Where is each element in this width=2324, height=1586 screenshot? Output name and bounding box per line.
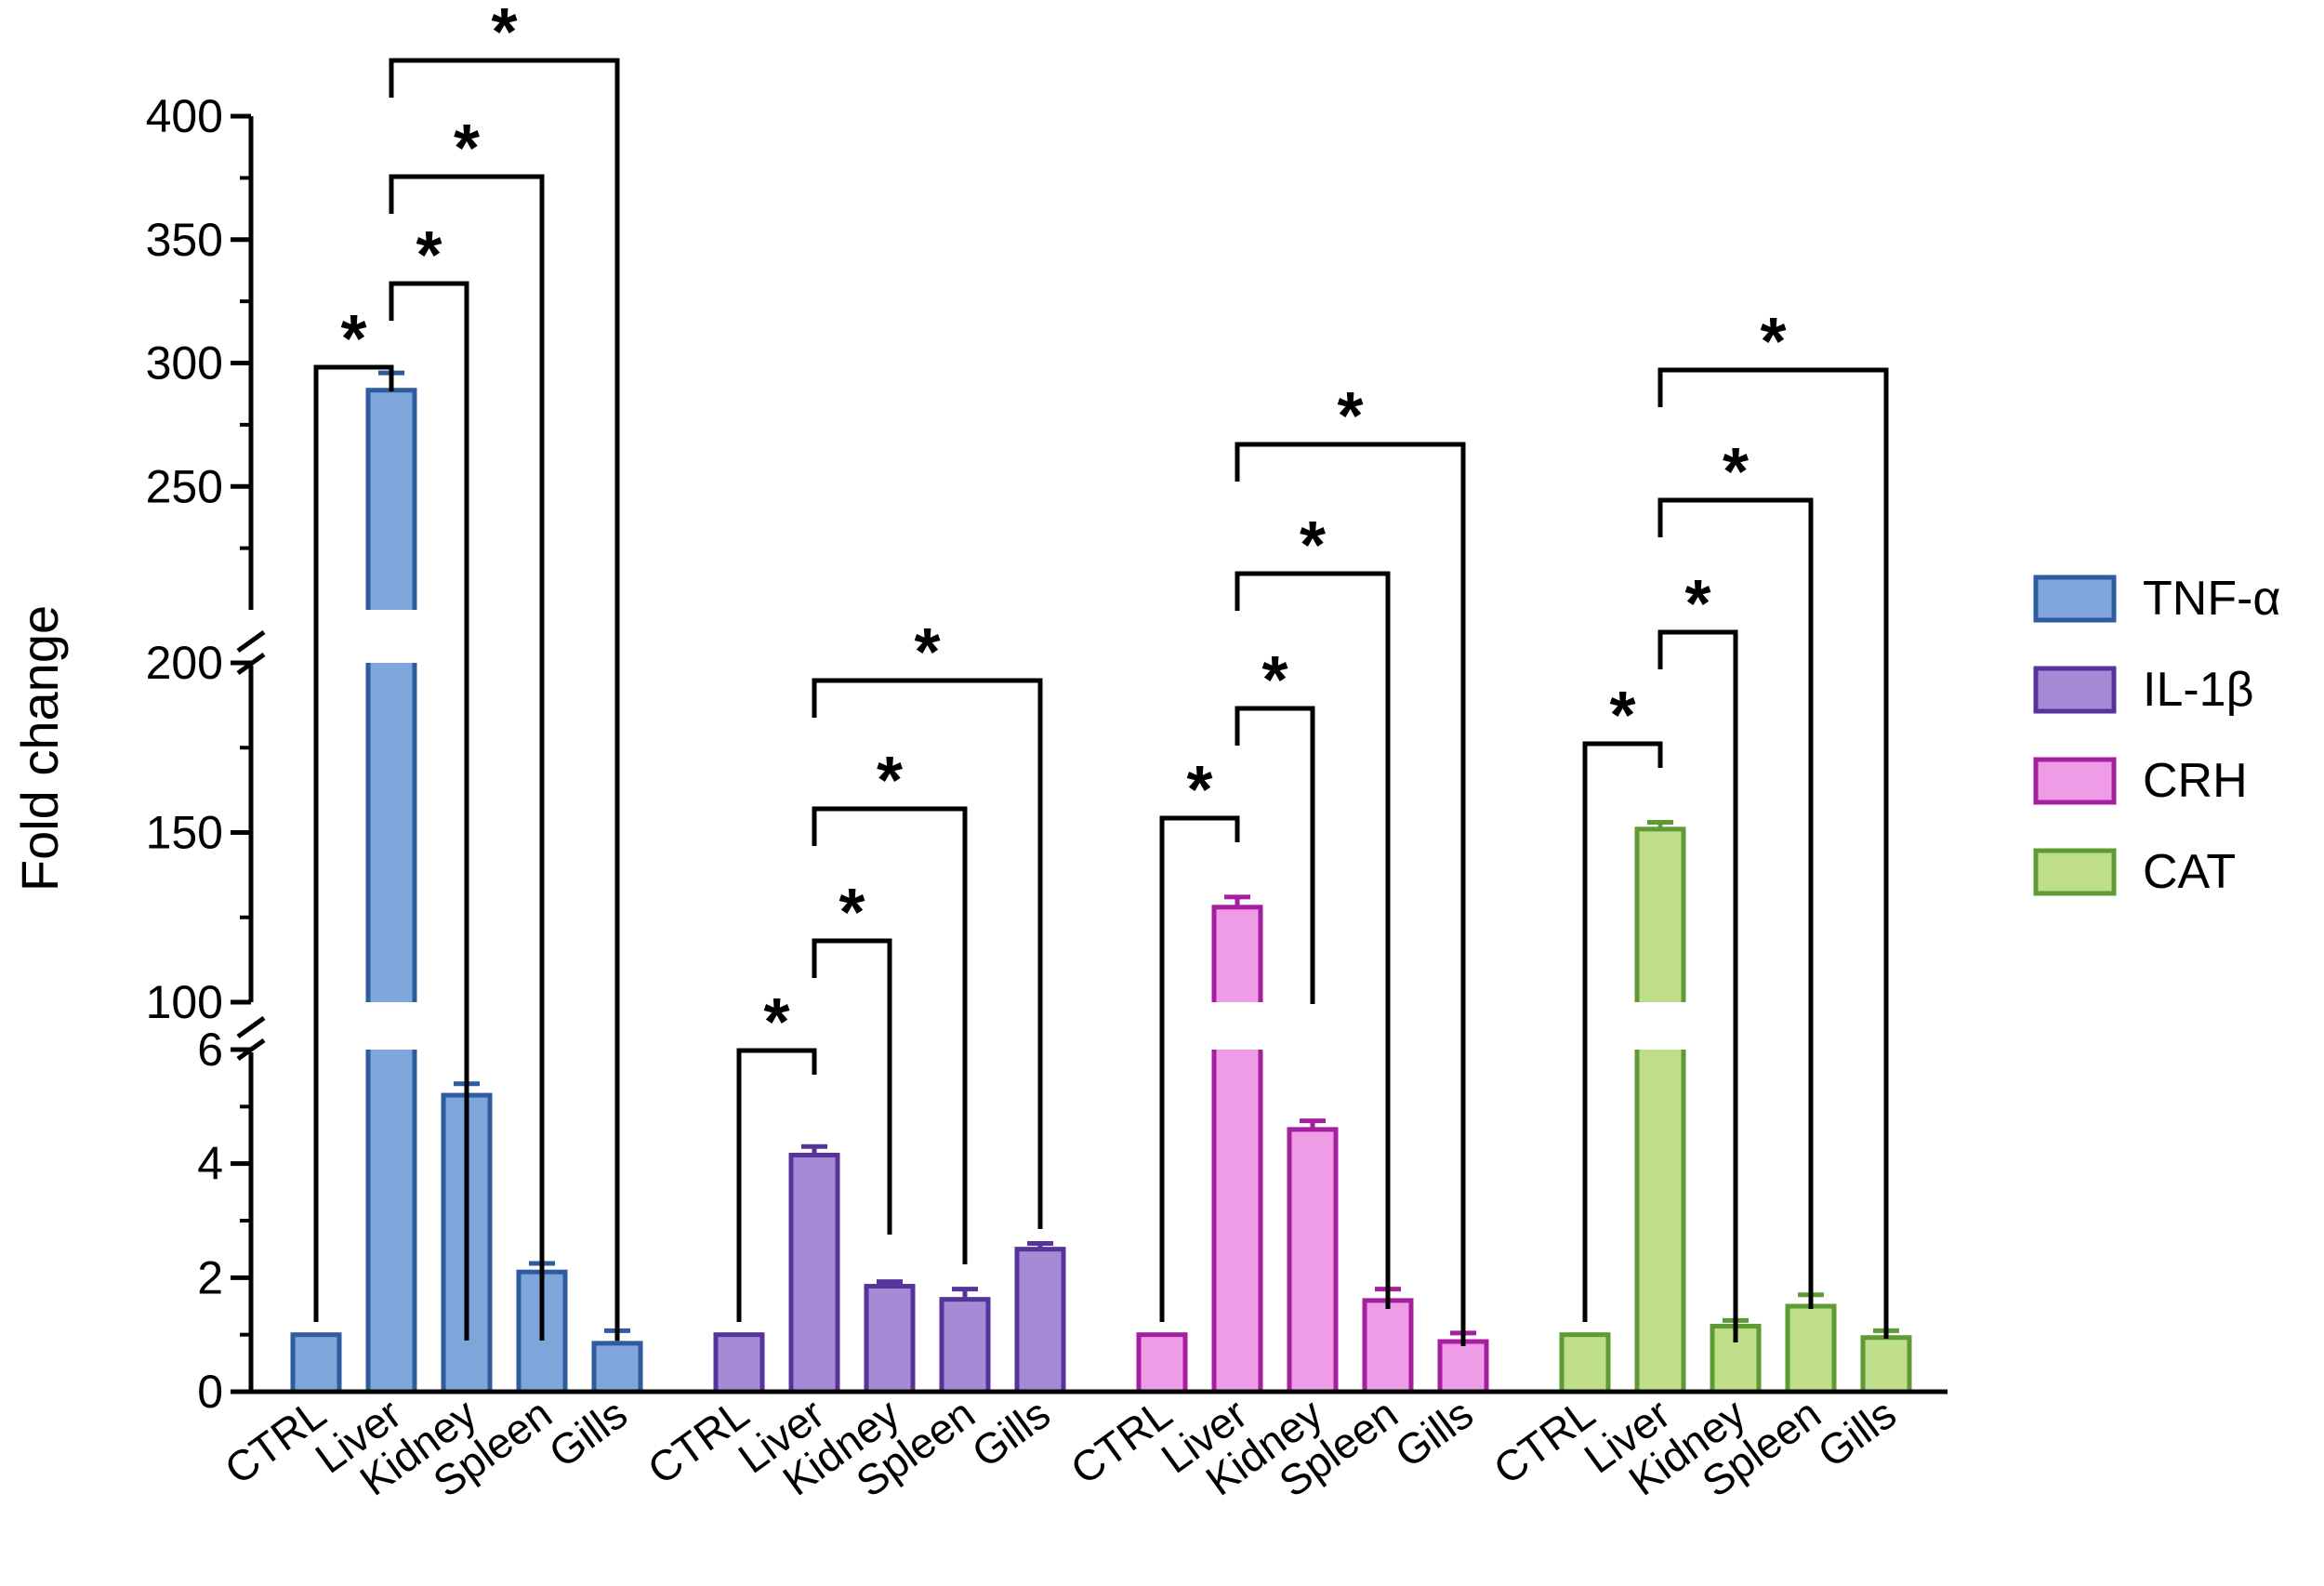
y-tick-label: 300 <box>146 337 223 390</box>
y-tick-label: 400 <box>146 90 223 142</box>
bar-break-gap <box>1633 1002 1687 1050</box>
bars-layer <box>290 370 1912 1394</box>
significance-bracket <box>1582 741 1663 1322</box>
bar <box>1785 1303 1837 1394</box>
y-tick-label: 2 <box>197 1251 223 1303</box>
y-tick-label: 150 <box>146 807 223 859</box>
significance-bracket <box>1235 706 1315 1004</box>
y-axis-break-mark <box>236 629 266 654</box>
significance-star: * <box>877 744 903 818</box>
significance-star: * <box>1684 567 1710 641</box>
y-axis-title: Fold change <box>10 605 69 892</box>
legend-swatch <box>2033 757 2117 805</box>
legend-label: CAT <box>2143 845 2236 899</box>
y-tick-label: 200 <box>146 637 223 689</box>
significance-star: * <box>1261 643 1287 718</box>
y-tick-label: 0 <box>197 1366 223 1418</box>
bar <box>1362 1298 1414 1394</box>
bar <box>1136 1332 1188 1394</box>
significance-brackets: **************** <box>313 0 1889 1346</box>
bar-break-gap <box>364 1002 418 1050</box>
legend-label: CRH <box>2143 754 2248 808</box>
significance-star: * <box>1609 679 1635 753</box>
significance-star: * <box>1760 305 1786 379</box>
legend-swatch <box>2033 848 2117 896</box>
bar <box>1287 1127 1339 1394</box>
significance-bracket <box>1657 497 1814 1309</box>
significance-star: * <box>1186 753 1212 827</box>
significance-bracket <box>1657 367 1889 1339</box>
significance-bracket <box>313 364 394 1322</box>
bar <box>864 1284 916 1394</box>
significance-bracket <box>1657 629 1738 1342</box>
bar <box>1437 1339 1489 1394</box>
significance-bracket <box>812 678 1043 1229</box>
x-tick-label: Gills <box>540 1389 636 1477</box>
significance-bracket <box>1235 442 1466 1346</box>
significance-star: * <box>914 615 940 690</box>
bar <box>290 1332 342 1394</box>
bar <box>1014 1247 1066 1394</box>
legend: TNF-α IL-1β CRH CAT <box>2033 572 2280 899</box>
bar-break-gap <box>364 610 418 663</box>
y-tick-label: 6 <box>197 1024 223 1076</box>
y-tick-label: 250 <box>146 460 223 512</box>
x-tick-label: Gills <box>1386 1389 1482 1477</box>
significance-bracket <box>389 174 545 1341</box>
y-tick-label: 4 <box>197 1138 223 1190</box>
significance-star: * <box>1300 509 1326 583</box>
significance-star: * <box>454 112 480 186</box>
significance-bracket <box>1235 571 1391 1309</box>
significance-star: * <box>340 302 366 377</box>
bar <box>713 1332 765 1394</box>
y-tick-label: 350 <box>146 214 223 266</box>
significance-star: * <box>838 876 865 950</box>
bar <box>365 388 417 1394</box>
bar <box>788 1152 840 1394</box>
significance-bracket <box>389 58 620 1341</box>
significance-star: * <box>416 218 442 293</box>
significance-star: * <box>1723 435 1749 509</box>
significance-bracket <box>389 281 469 1341</box>
legend-label: IL-1β <box>2143 663 2254 717</box>
legend-swatch <box>2033 666 2117 714</box>
significance-bracket <box>812 938 892 1235</box>
significance-bracket <box>736 1048 817 1322</box>
significance-star: * <box>1337 379 1363 454</box>
bar <box>939 1297 991 1394</box>
significance-bracket <box>812 806 968 1264</box>
bar <box>591 1341 643 1394</box>
significance-bracket <box>1159 815 1240 1322</box>
significance-star: * <box>491 0 517 70</box>
legend-swatch <box>2033 575 2117 623</box>
x-tick-label: Gills <box>1809 1389 1905 1477</box>
legend-label: TNF-α <box>2143 572 2280 626</box>
y-axis-break-mark <box>236 1015 266 1039</box>
significance-star: * <box>763 985 789 1060</box>
bar-break-gap <box>1210 1002 1264 1050</box>
bar <box>1634 826 1686 1394</box>
bar <box>1211 905 1263 1394</box>
x-tick-label: Gills <box>963 1389 1059 1477</box>
bar <box>1860 1335 1912 1394</box>
bar <box>1559 1332 1611 1394</box>
y-tick-label: 100 <box>146 976 223 1028</box>
